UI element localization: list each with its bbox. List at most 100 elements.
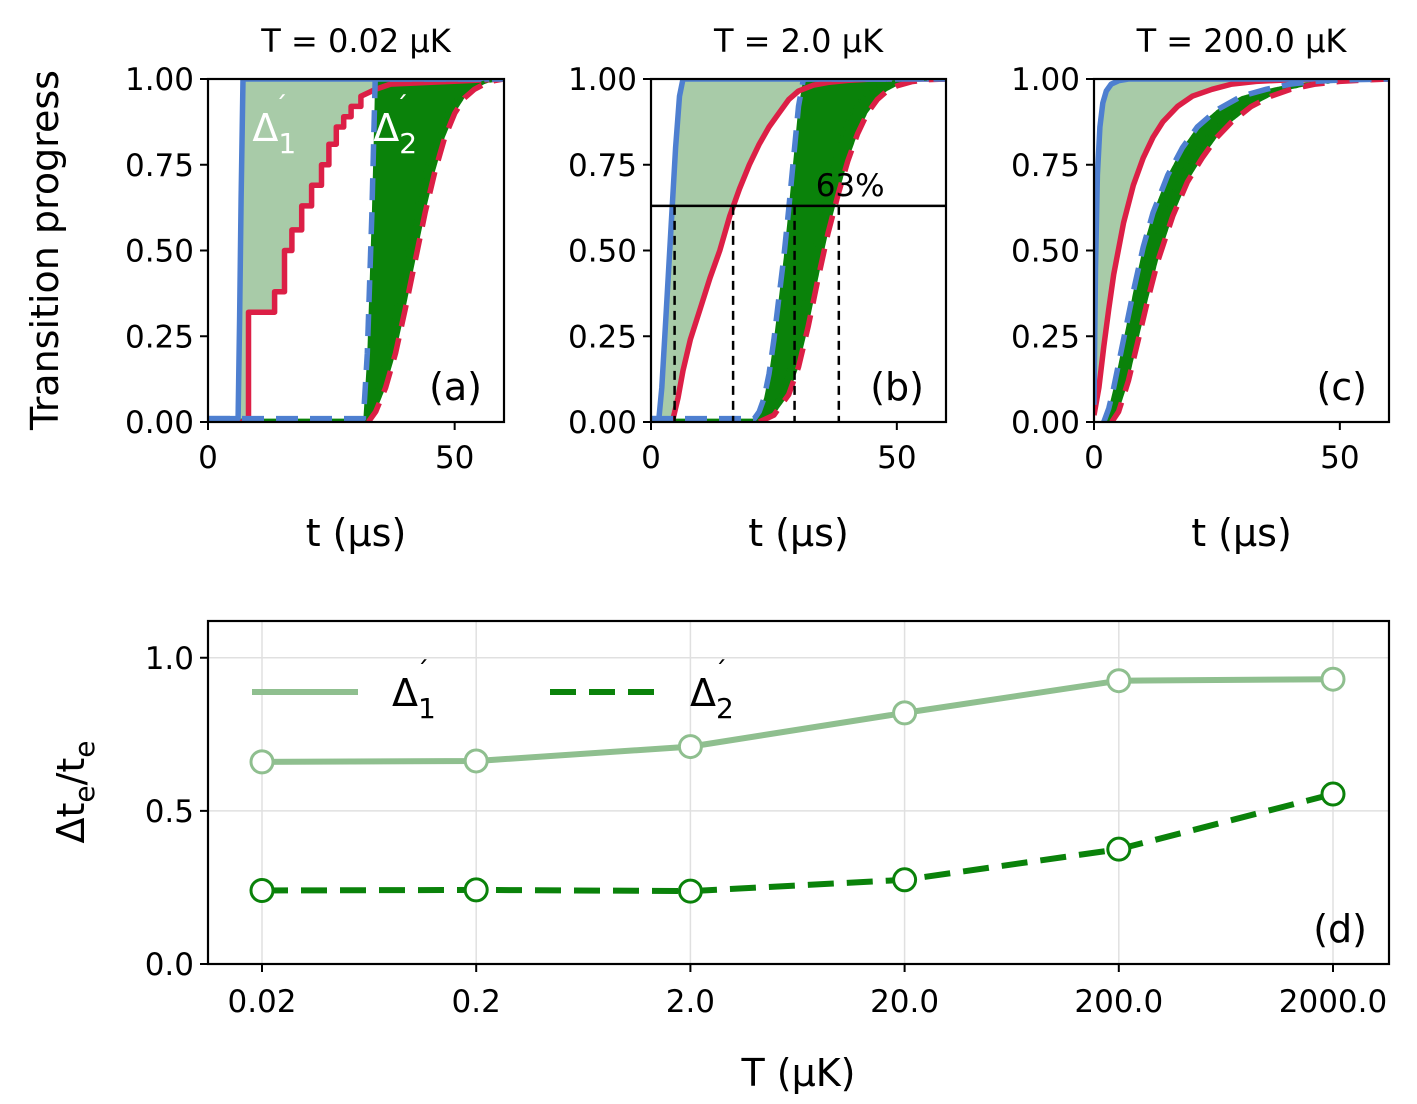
x-axis-label: t (μs) [1191, 511, 1292, 555]
region-label-prime: ´ [395, 92, 408, 122]
region-label-sub: 1 [278, 127, 296, 160]
data-point-delta2 [677, 878, 703, 904]
panel-label: (c) [1316, 365, 1367, 409]
fill-delta1 [1094, 79, 1389, 416]
fill-delta1 [651, 79, 946, 422]
fill-delta2 [208, 79, 504, 422]
y-tick-label: 0.0 [145, 947, 194, 983]
x-axis-label: t (μs) [748, 511, 849, 555]
plot-area [651, 79, 946, 422]
data-point-delta1 [892, 700, 918, 726]
y-axis-label-part: e [68, 785, 101, 802]
y-tick-label: 0.75 [125, 148, 194, 184]
x-tick-label: 20.0 [870, 984, 939, 1020]
data-point-delta1 [1106, 668, 1132, 694]
region-label-base: Δ [252, 106, 278, 150]
region-label-delta1: Δ1 [252, 106, 296, 160]
x-tick-label: 0 [198, 440, 218, 476]
y-tick-label: 0.00 [568, 405, 637, 441]
legend-label-base: Δ [690, 671, 716, 715]
series-blue-solid [651, 79, 946, 422]
legend-label-sub: 2 [716, 692, 734, 725]
x-tick-label: 50 [877, 440, 916, 476]
panel-b: 63% 0.00 0.25 0.50 0.75 1.00 0 50 T = 2.0 μK t (μ… [568, 22, 948, 555]
x-tick-label: 0 [641, 440, 661, 476]
x-axis-label: t (μs) [306, 511, 407, 555]
y-tick-label: 1.0 [145, 641, 194, 677]
y-axis-label-part: /t [49, 758, 93, 786]
region-label-base: Δ [373, 106, 399, 150]
legend-label-sub: 1 [418, 692, 436, 725]
data-point-delta2 [892, 867, 918, 893]
y-tick-label: 1.00 [568, 62, 637, 98]
panel-c: 0.00 0.25 0.50 0.75 1.00 0 50 T = 200.0 μK t (μs… [1011, 22, 1391, 555]
x-axis-label: T (μK) [740, 1051, 855, 1095]
x-tick-label: 50 [435, 440, 474, 476]
legend-label-base: Δ [392, 671, 418, 715]
region-label-prime: ´ [274, 92, 287, 122]
legend-label-prime: ´ [714, 657, 727, 687]
y-tick-label: 0.75 [568, 148, 637, 184]
y-tick-label: 0.25 [125, 319, 194, 355]
panel-label: (a) [429, 365, 482, 409]
x-tick-label: 50 [1320, 440, 1359, 476]
fill-delta2 [651, 79, 946, 422]
x-tick-label: 0 [1084, 440, 1104, 476]
data-point-delta2 [463, 877, 489, 903]
data-point-delta1 [677, 734, 703, 760]
region-label-delta2: Δ2 [373, 106, 417, 160]
legend: Δ1´ Δ2´ [252, 657, 734, 725]
panel-d: 0.0 0.5 1.0 0.02 0.2 2.0 20.0 200.0 2000.0 T (μK)… [49, 619, 1391, 1095]
data-point-delta2 [1320, 781, 1346, 807]
region-label-sub: 2 [399, 127, 417, 160]
panel-title: T = 200.0 μK [1136, 22, 1348, 60]
y-axis-label: Δte/te [49, 740, 101, 843]
y-tick-label: 0.75 [1011, 148, 1080, 184]
data-point-delta1 [1320, 666, 1346, 692]
series-line-delta1 [261, 676, 1334, 765]
y-tick-label: 1.00 [1011, 62, 1080, 98]
series-red-solid [651, 79, 946, 422]
series-blue-dashed [651, 79, 946, 422]
panel-label: (b) [870, 365, 924, 409]
series-line-delta2 [261, 791, 1334, 895]
series-red-dashed [758, 79, 946, 422]
panel-a: Δ1´ Δ2´0.000.250.500.751.000 50T = 0.02 μK… [23, 22, 506, 555]
axes-frame [206, 619, 1391, 966]
plot-area [1094, 79, 1389, 422]
panel-title: T = 0.02 μK [260, 22, 451, 60]
series-blue-solid [1094, 79, 1389, 405]
y-axis-label: Transition progress [23, 70, 67, 431]
data-point-delta2 [1106, 836, 1132, 862]
y-tick-label: 0.25 [1011, 319, 1080, 355]
legend-label-delta1: Δ1 [392, 671, 436, 725]
data-point-delta2 [249, 878, 275, 903]
fill-delta1 [208, 79, 504, 422]
y-tick-label: 0.50 [125, 234, 194, 270]
plot-area [208, 79, 504, 422]
y-tick-label: 0.00 [1011, 405, 1080, 441]
x-tick-label: 2.0 [666, 984, 715, 1020]
panel-label: (d) [1313, 907, 1367, 951]
y-axis-label-part: e [68, 740, 101, 757]
series-blue-dashed [208, 79, 504, 422]
y-tick-label: 0.50 [1011, 234, 1080, 270]
hline-label: 63% [816, 168, 885, 204]
data-point-delta1 [463, 748, 489, 774]
legend-label-prime: ´ [416, 657, 429, 687]
series-red-dashed [366, 79, 504, 422]
series-green-dotted [364, 79, 504, 422]
y-tick-label: 0.5 [145, 794, 194, 830]
series-red-solid [208, 79, 504, 422]
y-tick-label: 0.50 [568, 234, 637, 270]
y-axis-label-part: Δt [49, 803, 93, 844]
x-tick-label: 2000.0 [1279, 984, 1387, 1020]
panel-title: T = 2.0 μK [713, 22, 884, 60]
y-tick-label: 0.00 [125, 405, 194, 441]
data-point-delta1 [249, 749, 275, 775]
y-tick-label: 1.00 [125, 62, 194, 98]
y-tick-label: 0.25 [568, 319, 637, 355]
x-tick-label: 0.02 [227, 984, 296, 1020]
legend-label-delta2: Δ2 [690, 671, 734, 725]
